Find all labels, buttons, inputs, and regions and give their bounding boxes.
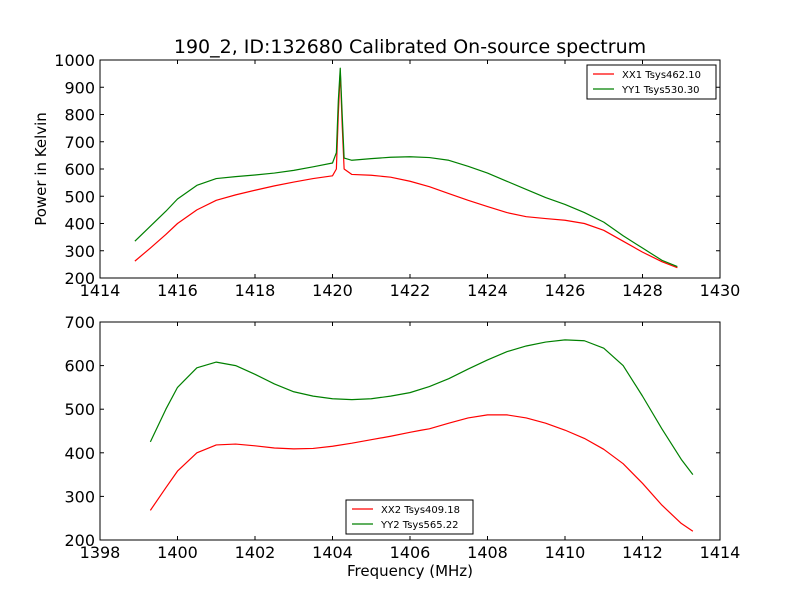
bottom-x-tick-label: 1408: [467, 543, 508, 562]
top-series-line-1: [134, 70, 678, 269]
top-x-tick-label: 1418: [235, 281, 276, 300]
top-y-tick-label: 700: [64, 133, 95, 152]
top-legend: XX1 Tsys462.10 YY1 Tsys530.30: [586, 64, 717, 100]
bottom-legend-label-yy2: YY2 Tsys565.22: [380, 520, 459, 531]
bottom-legend-label-xx2: XX2 Tsys409.18: [381, 505, 460, 516]
top-x-tick-label: 1416: [157, 281, 198, 300]
top-subplot: 190_2, ID:132680 Calibrated On-source sp…: [32, 36, 740, 300]
top-series-group: [134, 67, 678, 269]
top-legend-label-xx1: XX1 Tsys462.10: [622, 70, 701, 81]
top-x-tick-label: 1430: [700, 281, 741, 300]
bottom-x-axis-label: Frequency (MHz): [347, 562, 473, 580]
bottom-legend-box: [345, 499, 474, 535]
bottom-y-tick-label: 700: [64, 313, 95, 332]
bottom-legend: XX2 Tsys409.18 YY2 Tsys565.22: [345, 499, 474, 535]
top-y-tick-label: 900: [64, 78, 95, 97]
top-y-tick-label: 500: [64, 187, 95, 206]
top-y-tick-label: 600: [64, 160, 95, 179]
bottom-y-tick-label: 600: [64, 357, 95, 376]
bottom-x-tick-label: 1412: [622, 543, 663, 562]
bottom-x-tick-label: 1400: [157, 543, 198, 562]
top-legend-label-yy1: YY1 Tsys530.30: [621, 85, 700, 96]
top-y-tick-label: 1000: [54, 51, 95, 70]
top-y-tick-label: 800: [64, 106, 95, 125]
top-legend-box: [586, 64, 717, 100]
top-tick-group: 1414 1416 1418 1420 1422 1424 1426 1428 1430 200 3…: [54, 51, 740, 300]
bottom-x-tick-label: 1404: [312, 543, 353, 562]
top-chart-title: 190_2, ID:132680 Calibrated On-source sp…: [174, 36, 646, 58]
bottom-x-tick-label: 1406: [390, 543, 431, 562]
top-x-tick-label: 1422: [390, 281, 431, 300]
top-x-tick-label: 1414: [80, 281, 121, 300]
bottom-series-line-1: [149, 414, 694, 532]
bottom-y-tick-label: 400: [64, 444, 95, 463]
bottom-x-tick-label: 1414: [700, 543, 741, 562]
top-plot-frame: [99, 59, 721, 279]
bottom-subplot: Frequency (MHz) 1398 1400 1402 1404 1406 1408…: [64, 313, 740, 580]
bottom-series-line-2: [149, 339, 694, 475]
top-y-tick-label: 200: [64, 269, 95, 288]
top-x-tick-label: 1426: [545, 281, 586, 300]
bottom-series-group: [149, 339, 694, 532]
top-y-tick-label: 300: [64, 242, 95, 261]
top-series-line-2: [134, 67, 678, 268]
bottom-x-tick-label: 1402: [235, 543, 276, 562]
bottom-y-tick-label: 200: [64, 531, 95, 550]
bottom-plot-frame: [99, 321, 721, 541]
bottom-tick-group: 1398 1400 1402 1404 1406 1408 1410 1412 1414 200 3…: [64, 313, 740, 562]
bottom-x-tick-label: 1398: [80, 543, 121, 562]
top-x-tick-label: 1428: [622, 281, 663, 300]
bottom-y-tick-label: 500: [64, 400, 95, 419]
top-y-tick-label: 400: [64, 215, 95, 234]
top-x-tick-label: 1424: [467, 281, 508, 300]
top-y-axis-label: Power in Kelvin: [32, 112, 50, 226]
bottom-y-tick-label: 300: [64, 487, 95, 506]
top-x-tick-label: 1420: [312, 281, 353, 300]
bottom-x-tick-label: 1410: [545, 543, 586, 562]
